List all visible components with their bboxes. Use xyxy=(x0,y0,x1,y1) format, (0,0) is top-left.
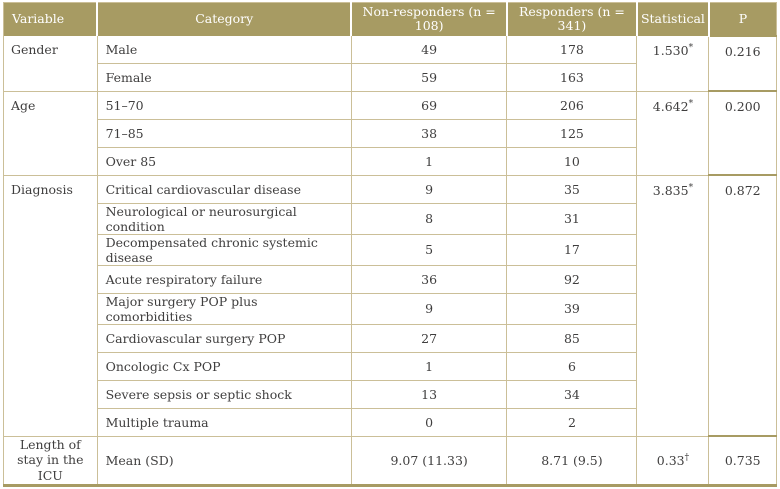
p-value-cell: 0.872 xyxy=(708,174,777,437)
nonresponders-cell: 13 xyxy=(350,379,508,409)
column-header-responders: Responders (n = 341) xyxy=(506,2,638,36)
category-cell: Acute respiratory failure xyxy=(96,264,352,294)
table-row: 71–85 38 125 xyxy=(4,118,777,148)
responders-cell: 35 xyxy=(506,174,638,204)
p-value-cell: 0.735 xyxy=(708,435,777,486)
responders-cell: 163 xyxy=(506,62,638,92)
responders-cell: 85 xyxy=(506,323,638,353)
nonresponders-cell: 1 xyxy=(350,351,508,381)
category-cell: Over 85 xyxy=(96,146,352,176)
column-header-nonresponders: Non-responders (n = 108) xyxy=(351,2,508,36)
category-cell: Critical cardiovascular disease xyxy=(96,174,352,204)
column-header-statistical: Statistical xyxy=(636,2,710,36)
variable-cell: Diagnosis xyxy=(3,174,98,437)
table-row: Gender Male 49 178 1.530* 0.216 xyxy=(3,34,777,92)
column-header-variable: Variable xyxy=(3,2,99,36)
table-row: Acute respiratory failure 36 92 xyxy=(4,264,777,294)
nonresponders-cell: 9.07 (11.33) xyxy=(350,435,508,486)
column-header-category: Category xyxy=(97,2,353,36)
table-body: Gender Male 49 178 1.530* 0.216 Female 59 163 Age… xyxy=(3,34,777,486)
responders-cell: 39 xyxy=(506,292,638,325)
responders-cell: 8.71 (9.5) xyxy=(506,435,638,486)
responders-cell: 125 xyxy=(506,118,638,148)
variable-cell: Gender xyxy=(3,35,98,92)
column-header-p: P xyxy=(708,2,777,36)
category-cell: Male xyxy=(96,35,352,64)
category-cell: Decompensated chronic systemic disease xyxy=(96,233,352,266)
statistical-cell: 0.33† xyxy=(636,435,710,486)
table-row: Decompensated chronic systemic disease 5 1… xyxy=(4,233,777,266)
table-row: Cardiovascular surgery POP 27 85 xyxy=(4,323,777,353)
nonresponders-cell: 59 xyxy=(350,62,508,92)
statistics-table: Variable Category Non-responders (n = 10… xyxy=(3,2,777,487)
category-cell: Multiple trauma xyxy=(96,407,352,437)
responders-cell: 34 xyxy=(506,379,638,409)
nonresponders-cell: 38 xyxy=(350,118,508,148)
nonresponders-cell: 36 xyxy=(350,264,508,294)
nonresponders-cell: 9 xyxy=(350,174,508,204)
table-row: Female 59 163 xyxy=(4,62,777,92)
table-row: Oncologic Cx POP 1 6 xyxy=(4,351,777,381)
category-cell: 51–70 xyxy=(96,90,352,120)
responders-cell: 6 xyxy=(506,351,638,381)
statistical-mark: * xyxy=(688,42,694,53)
responders-cell: 92 xyxy=(506,264,638,294)
table-row: Diagnosis Critical cardiovascular disease… xyxy=(3,174,777,437)
responders-cell: 206 xyxy=(506,90,638,120)
category-cell: Cardiovascular surgery POP xyxy=(96,323,352,353)
category-cell: Oncologic Cx POP xyxy=(96,351,352,381)
variable-cell: Age xyxy=(3,90,98,176)
table-row: Multiple trauma 0 2 xyxy=(4,407,777,437)
statistical-mark: * xyxy=(688,98,694,109)
nonresponders-cell: 49 xyxy=(350,35,508,64)
nonresponders-cell: 8 xyxy=(350,202,508,235)
header-row: Variable Category Non-responders (n = 10… xyxy=(3,2,777,36)
table-row: Major surgery POP plus comorbidities 9 39 xyxy=(4,292,777,325)
statistical-cell: 3.835* xyxy=(636,174,710,437)
responders-cell: 17 xyxy=(506,233,638,266)
statistical-mark: † xyxy=(684,452,690,463)
category-cell: Female xyxy=(96,62,352,92)
responders-cell: 10 xyxy=(506,146,638,176)
p-value-cell: 0.200 xyxy=(708,90,777,176)
statistical-cell: 4.642* xyxy=(636,90,710,176)
category-cell: Neurological or neurosurgical condition xyxy=(96,202,352,235)
table-row: Severe sepsis or septic shock 13 34 xyxy=(4,379,777,409)
responders-cell: 2 xyxy=(506,407,638,437)
nonresponders-cell: 1 xyxy=(350,146,508,176)
table-header: Variable Category Non-responders (n = 10… xyxy=(3,2,777,36)
responders-cell: 31 xyxy=(506,202,638,235)
category-cell: Mean (SD) xyxy=(96,435,352,486)
variable-cell: Length of stay in the ICU xyxy=(3,435,98,486)
statistical-cell: 1.530* xyxy=(636,35,710,92)
nonresponders-cell: 27 xyxy=(350,323,508,353)
p-value-cell: 0.216 xyxy=(708,34,777,92)
nonresponders-cell: 5 xyxy=(350,233,508,266)
responders-cell: 178 xyxy=(506,35,638,64)
table-row: Length of stay in the ICU Mean (SD) 9.07 (… xyxy=(3,435,777,486)
category-cell: 71–85 xyxy=(96,118,352,148)
category-cell: Major surgery POP plus comorbidities xyxy=(96,292,352,325)
statistical-mark: * xyxy=(688,182,694,193)
table-row: Age 51–70 69 206 4.642* 0.200 xyxy=(3,90,777,176)
nonresponders-cell: 69 xyxy=(350,90,508,120)
nonresponders-cell: 9 xyxy=(350,292,508,325)
nonresponders-cell: 0 xyxy=(350,407,508,437)
category-cell: Severe sepsis or septic shock xyxy=(96,379,352,409)
